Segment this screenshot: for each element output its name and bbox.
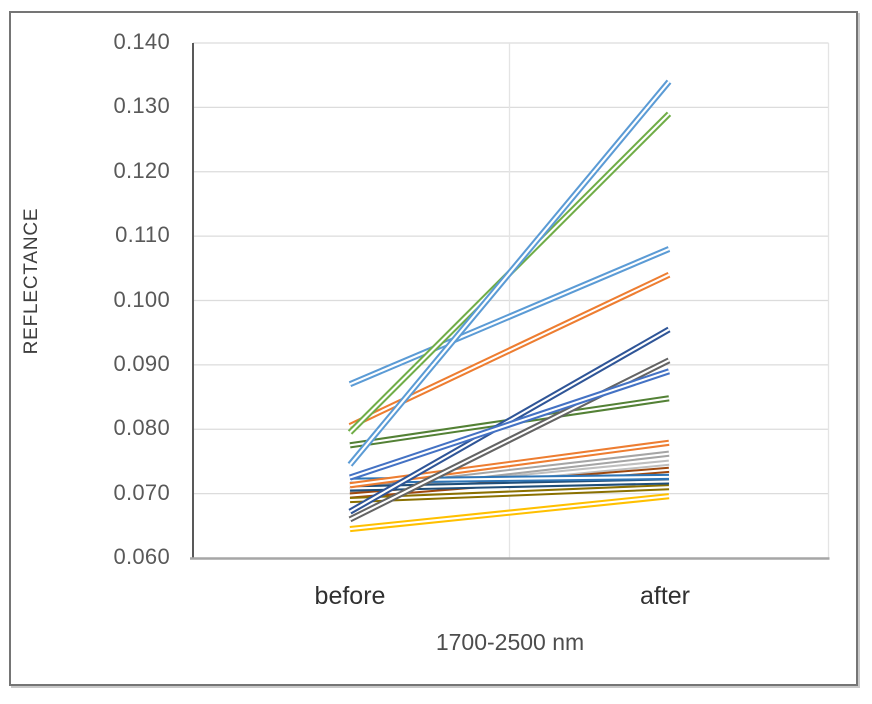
category-label-before: before: [314, 582, 386, 610]
series-line-blue: [349, 368, 670, 481]
series-line-olive: [349, 484, 670, 504]
figure-border: [9, 11, 858, 686]
y-tick-label: 0.070: [113, 479, 170, 505]
y-tick-label: 0.100: [113, 286, 170, 312]
series-line-gold: [349, 493, 670, 533]
series-line-light-blue: [348, 246, 671, 388]
category-label-after: after: [639, 582, 691, 610]
y-tick-label: 0.080: [113, 415, 170, 441]
y-tick-label: 0.110: [115, 222, 170, 248]
series-line-navy-steep: [348, 326, 671, 515]
y-tick-label: 0.130: [113, 93, 170, 119]
y-tick-label: 0.090: [113, 350, 170, 376]
series-line-light-blue-steep: [347, 79, 672, 467]
y-axis-title: REFLECTANCE: [21, 207, 42, 355]
y-tick-label: 0.140: [113, 28, 170, 54]
y-tick-label: 0.060: [113, 543, 170, 569]
series-line-dark-steel-blue: [349, 478, 670, 492]
y-tick-label: 0.120: [113, 157, 170, 183]
x-axis-title: 1700-2500 nm: [435, 629, 585, 655]
